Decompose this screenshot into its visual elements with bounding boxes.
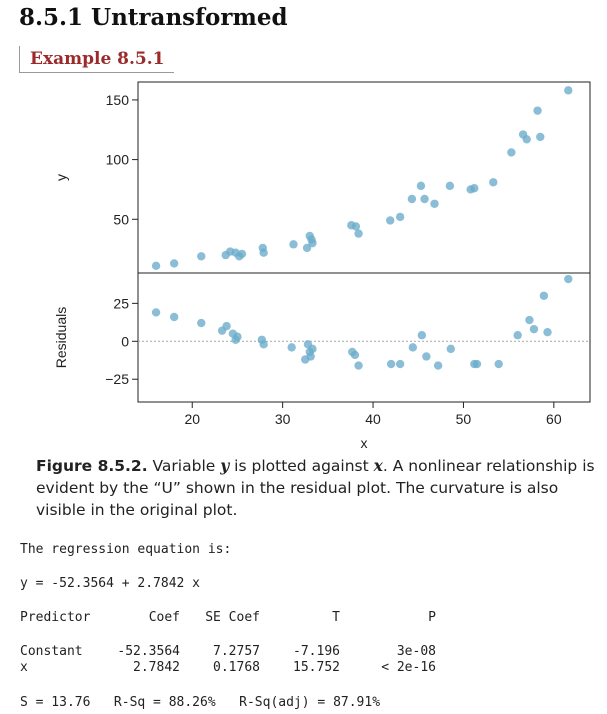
x-tick-label: 60 xyxy=(546,411,562,427)
row-x-p: < 2e-16 xyxy=(381,660,436,675)
top-data-point xyxy=(533,106,542,115)
row-constant-predictor: Constant xyxy=(20,644,83,659)
top-data-point xyxy=(169,259,179,268)
x-axis-label: x xyxy=(361,435,368,451)
bottom-data-point xyxy=(306,352,315,361)
bottom-data-point xyxy=(564,274,573,284)
top-data-point xyxy=(507,148,516,157)
top-data-point xyxy=(445,181,455,191)
top-y-tick-label: 100 xyxy=(106,152,130,168)
x-tick-label: 40 xyxy=(365,411,381,427)
bottom-data-point xyxy=(287,343,296,352)
row-constant-p: 3e-08 xyxy=(396,644,436,659)
bottom-data-point xyxy=(525,315,534,325)
bottom-data-point xyxy=(543,327,552,337)
bottom-data-point xyxy=(513,331,522,340)
bottom-data-point xyxy=(259,340,268,349)
top-plot-frame xyxy=(137,81,591,274)
regression-intro: The regression equation is: xyxy=(20,542,232,557)
model-summary: S = 13.76 R-Sq = 88.26% R-Sq(adj) = 87.9… xyxy=(20,695,381,710)
row-x-predictor: x xyxy=(20,660,28,675)
header-p: P xyxy=(428,610,436,625)
x-tick-label: 20 xyxy=(184,411,200,427)
top-data-point xyxy=(308,238,317,248)
caption-text-3: . A nonlinear relationship is evident by… xyxy=(36,457,595,519)
bottom-data-point xyxy=(494,359,503,369)
bottom-data-point xyxy=(529,324,539,334)
bottom-plot-frame xyxy=(137,272,591,403)
bottom-data-point xyxy=(395,359,405,369)
row-constant-coef: -52.3564 xyxy=(117,644,180,659)
bottom-data-point xyxy=(408,343,418,352)
top-scatter-panel: 50 100 150 y xyxy=(53,81,591,274)
bottom-data-point xyxy=(222,321,231,331)
bottom-data-point xyxy=(446,344,455,354)
bottom-data-point xyxy=(169,312,179,322)
top-data-point xyxy=(395,212,405,222)
top-data-point xyxy=(289,240,298,249)
bottom-data-point xyxy=(433,361,443,370)
top-data-point xyxy=(351,222,361,231)
example-label: Example 8.5.1 xyxy=(30,49,165,69)
row-constant-t: -7.196 xyxy=(293,644,340,659)
top-data-point xyxy=(386,216,395,225)
top-data-point xyxy=(420,194,429,204)
bottom-y-tick-label: −25 xyxy=(105,371,129,387)
caption-text-2: is plotted against xyxy=(229,457,374,475)
figure-number: Figure 8.5.2. xyxy=(36,457,148,475)
top-y-tick-label: 50 xyxy=(113,211,129,227)
bottom-data-point xyxy=(422,352,431,361)
header-se-coef: SE Coef xyxy=(205,610,260,625)
x-tick-label: 50 xyxy=(456,411,472,427)
example-heading: Example 8.5.1 xyxy=(19,46,174,73)
bottom-y-tick-label: 25 xyxy=(113,295,129,311)
caption-variable-x: x xyxy=(373,456,383,475)
bottom-data-point xyxy=(151,308,161,317)
top-data-point xyxy=(470,184,479,193)
bottom-data-point xyxy=(197,318,206,328)
header-coef: Coef xyxy=(148,610,180,625)
top-data-point xyxy=(197,252,206,261)
bottom-y-tick-label: 0 xyxy=(121,333,129,349)
x-tick-label: 30 xyxy=(275,411,291,427)
top-data-point xyxy=(430,199,439,208)
bottom-data-point xyxy=(472,359,482,369)
bottom-data-point xyxy=(539,291,549,300)
top-y-axis-label: y xyxy=(53,174,69,181)
top-data-point xyxy=(489,178,498,187)
top-y-tick-label: 150 xyxy=(106,92,130,108)
top-data-point xyxy=(564,86,573,95)
caption-text-1: Variable xyxy=(147,457,221,475)
bottom-data-point xyxy=(350,350,360,360)
row-x-se: 0.1768 xyxy=(213,660,260,675)
section-title: 8.5.1 Untransformed xyxy=(19,4,288,31)
top-data-point xyxy=(302,243,312,253)
scatter-figure: 50 100 150 y 25 0 −25 Residuals 20 30 40 50 60 x xyxy=(53,81,591,451)
bottom-data-point xyxy=(308,344,317,354)
bottom-data-point xyxy=(233,332,242,341)
top-data-point xyxy=(151,261,161,271)
figure-caption: Figure 8.5.2. Variable y is plotted agai… xyxy=(36,455,596,521)
bottom-data-point xyxy=(354,361,363,370)
bottom-data-point xyxy=(386,359,396,369)
top-data-point xyxy=(416,181,426,191)
top-data-point xyxy=(407,194,417,204)
top-data-point xyxy=(237,249,247,259)
header-t: T xyxy=(332,610,340,625)
header-predictor: Predictor xyxy=(20,610,91,625)
bottom-y-axis-label: Residuals xyxy=(53,307,69,368)
top-data-point xyxy=(354,229,363,238)
row-x-t: 15.752 xyxy=(293,660,340,675)
top-data-point xyxy=(536,132,545,142)
row-constant-se: 7.2757 xyxy=(213,644,260,659)
caption-variable-y: y xyxy=(220,456,230,475)
row-x-coef: 2.7842 xyxy=(133,660,180,675)
top-data-point xyxy=(522,135,531,144)
top-data-point xyxy=(259,248,268,257)
bottom-data-point xyxy=(417,331,427,340)
regression-equation: y = -52.3564 + 2.7842 x xyxy=(20,576,201,591)
residual-scatter-panel: 25 0 −25 Residuals 20 30 40 50 60 x xyxy=(53,272,591,451)
